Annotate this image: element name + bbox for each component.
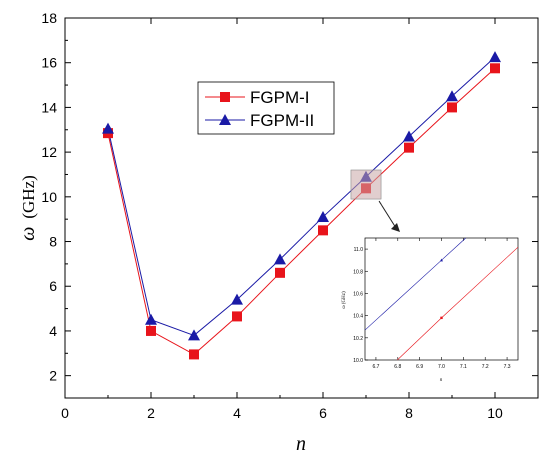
legend-marker-fgpm-1 <box>220 92 230 102</box>
inset-point-fgpm-2 <box>440 258 443 262</box>
zoom-arrowhead <box>391 223 400 232</box>
data-point-fgpm-2 <box>446 90 458 102</box>
data-point-fgpm-1 <box>318 225 328 236</box>
data-point-fgpm-2 <box>145 313 157 325</box>
y-axis-ticks: 2 4 6 8 10 12 14 16 18 <box>41 10 538 399</box>
inset-x-tick-label: 7.3 <box>504 364 511 370</box>
inset-x-tick-label: 7.0 <box>438 364 445 370</box>
y-axis-label-unit: (GHz) <box>19 175 38 218</box>
legend-label-fgpm-2: FGPM-II <box>250 111 314 130</box>
zoom-highlight-box <box>350 169 382 200</box>
inset-y-tick-label: 10.4 <box>353 314 363 320</box>
inset-x-tick-label: 6.7 <box>372 364 379 370</box>
y-tick-label: 14 <box>41 99 57 115</box>
x-tick-label: 2 <box>147 405 155 421</box>
data-point-fgpm-2 <box>188 329 200 341</box>
y-tick-label: 2 <box>49 368 57 384</box>
inset-y-axis-label: ω (GHz) <box>342 291 347 309</box>
plot-frame <box>64 17 539 399</box>
x-tick-label: 8 <box>405 405 413 421</box>
data-point-fgpm-1 <box>189 349 199 360</box>
data-point-fgpm-2 <box>274 253 286 265</box>
inset-series <box>364 237 519 361</box>
inset-y-tick-label: 10.0 <box>353 358 363 364</box>
x-axis-ticks: 0 2 4 6 8 10 <box>61 18 503 421</box>
y-tick-label: 18 <box>41 10 57 26</box>
inset-x-tick-label: 6.9 <box>416 364 423 370</box>
data-point-fgpm-1 <box>404 142 414 153</box>
legend-box <box>197 81 335 135</box>
legend-label-fgpm-1: FGPM-I <box>250 88 310 107</box>
series-layer <box>102 51 501 360</box>
data-point-fgpm-2 <box>489 51 501 63</box>
inset-y-tick-label: 10.2 <box>353 336 363 342</box>
x-tick-label: 0 <box>61 405 69 421</box>
inset-x-tick-label: 7.2 <box>482 364 489 370</box>
inset-series-line-2 <box>364 259 442 331</box>
data-point-fgpm-2 <box>403 130 415 142</box>
data-point-fgpm-1 <box>232 311 242 322</box>
y-tick-label: 4 <box>49 323 57 339</box>
data-point-fgpm-2 <box>317 210 329 222</box>
zoom-arrow <box>378 200 397 229</box>
y-tick-label: 6 <box>49 278 57 294</box>
data-point-fgpm-2 <box>231 293 243 305</box>
inset-x-tick-label: 7.1 <box>460 364 467 370</box>
data-point-fgpm-1 <box>275 267 285 278</box>
inset-x-tick-label: 6.8 <box>394 364 401 370</box>
inset-point-fgpm-1 <box>440 316 443 320</box>
inset-y-tick-label: 11.0 <box>354 247 364 253</box>
inset-series-line-2 <box>441 237 466 261</box>
y-tick-label: 8 <box>49 234 57 250</box>
inset-frame <box>364 237 519 361</box>
legend: FGPM-I FGPM-II <box>197 81 335 135</box>
y-tick-label: 16 <box>41 55 57 71</box>
x-tick-label: 6 <box>319 405 327 421</box>
series-line-1 <box>107 67 496 356</box>
series-line-2 <box>107 56 496 336</box>
data-point-fgpm-1 <box>490 63 500 74</box>
y-axis-label: ω (GHz) <box>17 175 39 241</box>
inset-series-line-1 <box>397 317 442 361</box>
y-tick-label: 10 <box>41 189 57 205</box>
y-tick-label: 12 <box>41 144 57 160</box>
x-axis-label: n <box>296 433 306 455</box>
x-tick-label: 10 <box>487 405 503 421</box>
inset-ticks: 6.7 6.8 6.9 7.0 7.1 7.2 7.3 10.0 10.2 10.4 10.6 10.… <box>353 238 511 370</box>
legend-marker-fgpm-2 <box>219 114 231 125</box>
data-point-fgpm-1 <box>447 102 457 113</box>
inset-y-tick-label: 10.6 <box>353 291 363 297</box>
inset-x-axis-label: n <box>440 378 443 383</box>
inset-y-tick-label: 10.8 <box>353 269 363 275</box>
data-point-fgpm-1 <box>146 325 156 336</box>
inset-series-line-1 <box>441 246 519 319</box>
inset-zoom-plot: 6.7 6.8 6.9 7.0 7.1 7.2 7.3 10.0 10.2 10.4 10.6 10.… <box>342 237 519 383</box>
y-axis-label-symbol: ω <box>17 227 39 241</box>
data-point-fgpm-2 <box>102 122 114 134</box>
x-tick-label: 4 <box>233 405 241 421</box>
